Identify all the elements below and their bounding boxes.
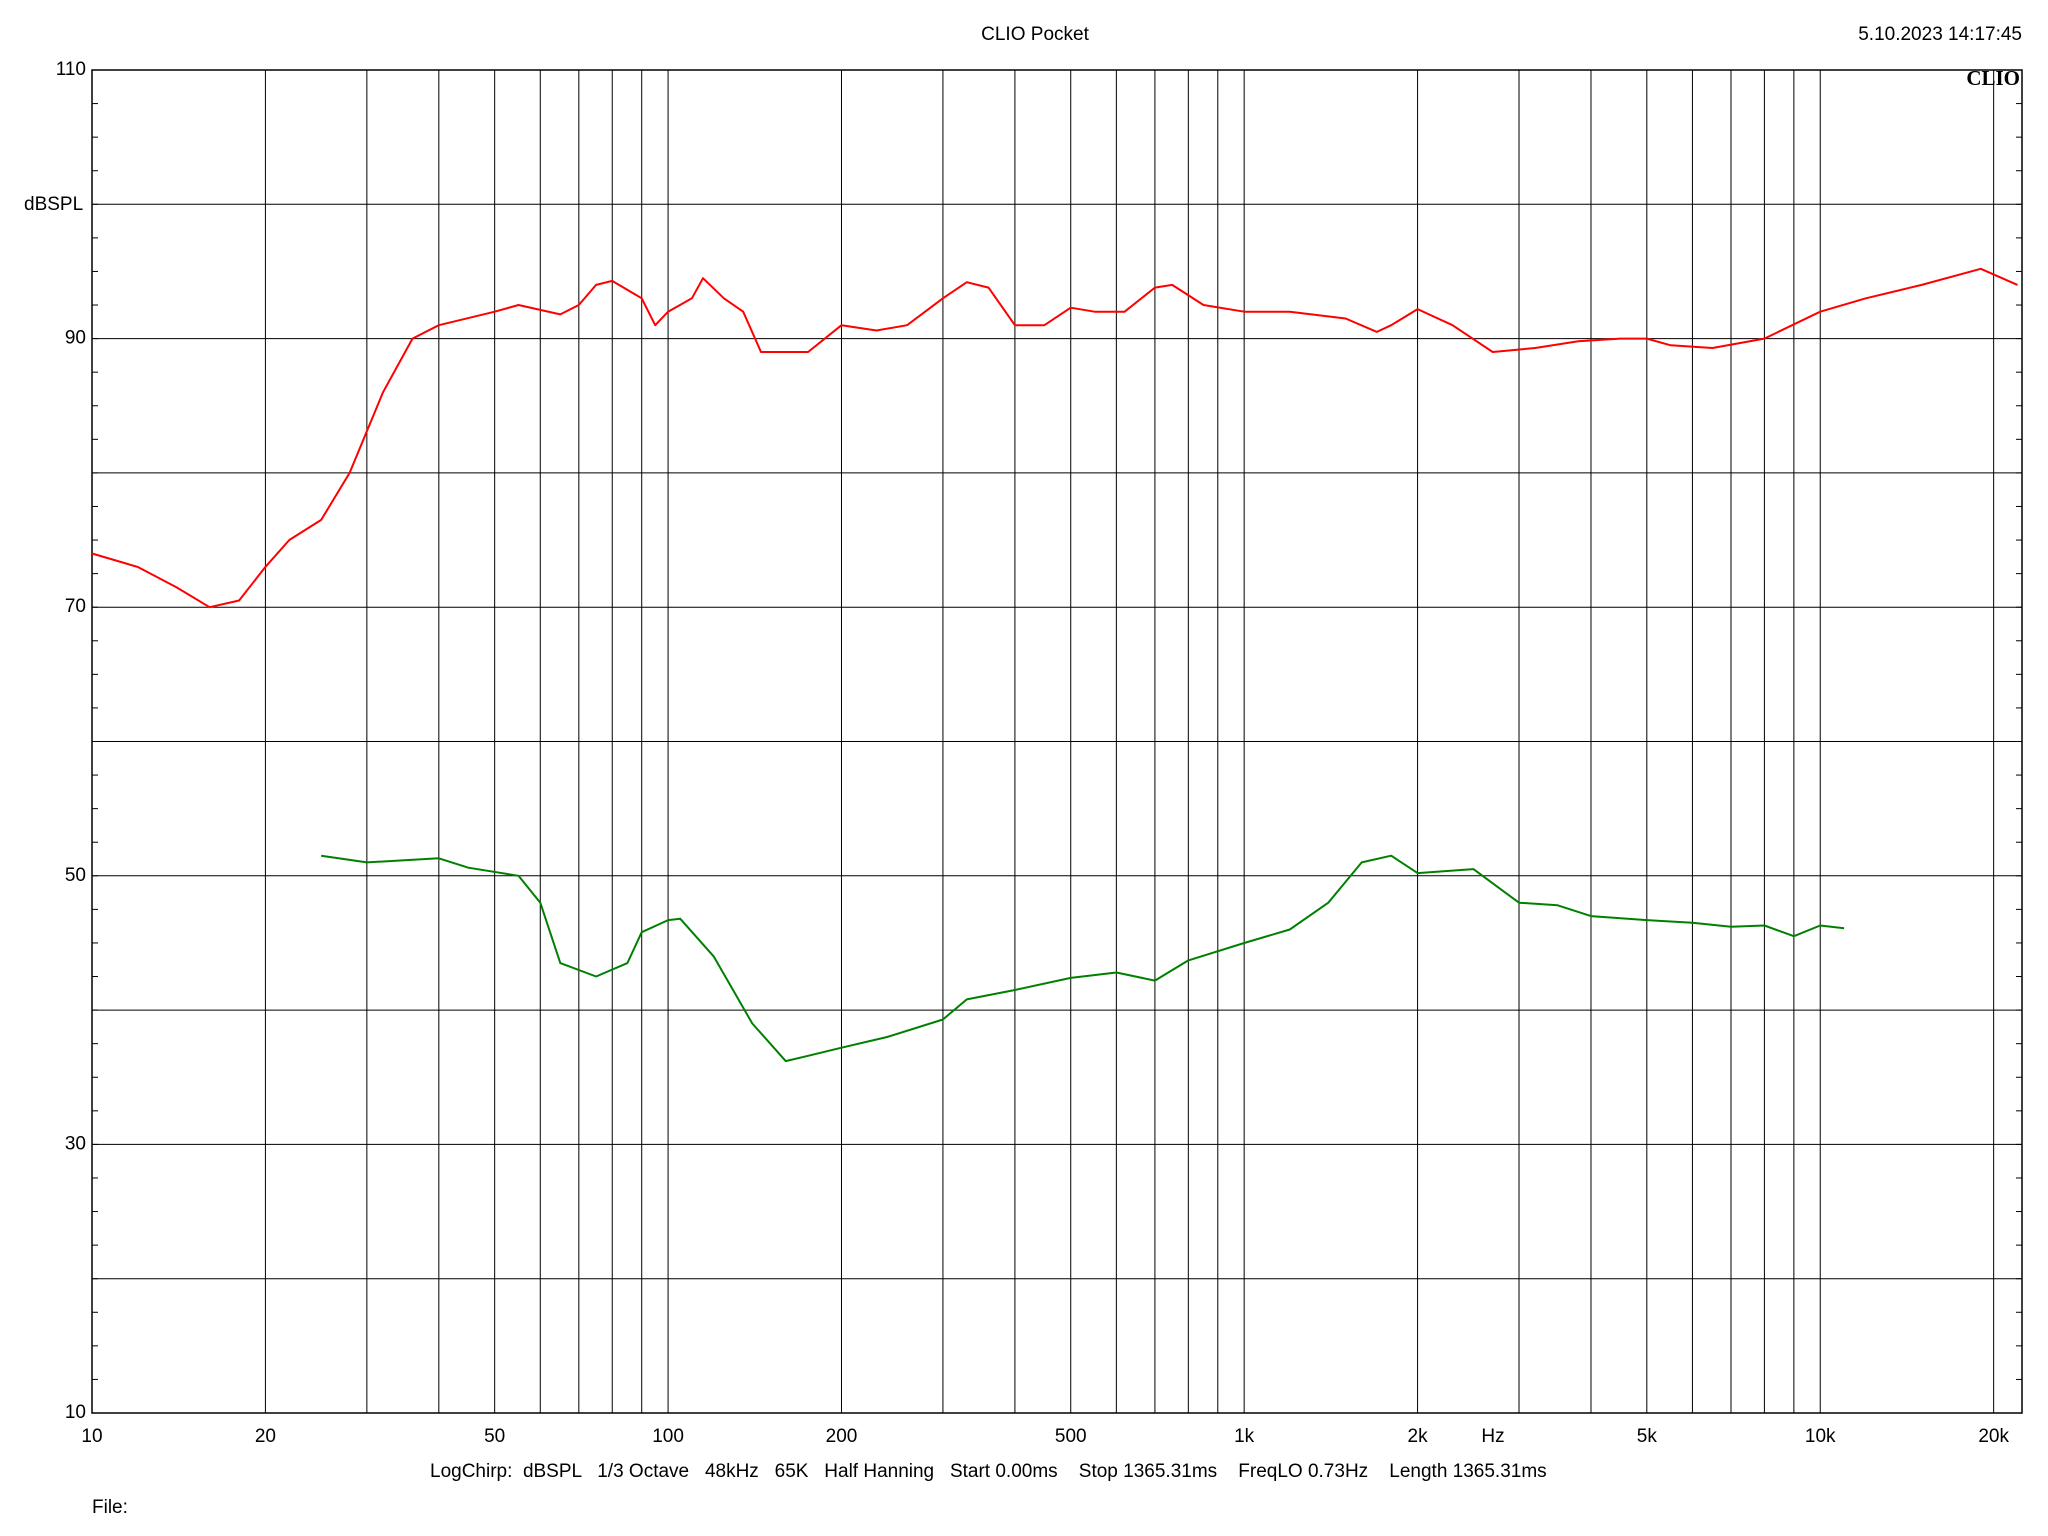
x-tick-label: 20 [255, 1426, 276, 1447]
info-line: LogChirp: dBSPL 1/3 Octave 48kHz 65K Hal… [430, 1461, 1547, 1482]
file-label: File: [92, 1497, 128, 1518]
x-tick-label: 1k [1234, 1426, 1255, 1447]
plot-frame [91, 69, 2023, 1414]
series-line [91, 267, 2018, 609]
x-tick-label: 50 [484, 1426, 505, 1447]
y-tick-label: 90 [65, 328, 86, 349]
x-tick-label: 10k [1805, 1426, 1836, 1447]
y-axis-label: dBSPL [24, 194, 83, 215]
timestamp: 5.10.2023 14:17:45 [1858, 24, 2022, 45]
x-tick-label: 200 [826, 1426, 858, 1447]
x-axis-label: Hz [1481, 1426, 1504, 1447]
x-tick-label: 100 [652, 1426, 684, 1447]
x-tick-label: 500 [1055, 1426, 1087, 1447]
y-tick-label: 30 [65, 1133, 86, 1154]
x-tick-label: 2k [1408, 1426, 1429, 1447]
y-tick-label: 50 [65, 865, 86, 886]
y-tick-label: 70 [65, 596, 86, 617]
x-tick-label: 20k [1978, 1426, 2009, 1447]
x-tick-label: 5k [1637, 1426, 1658, 1447]
series-line [321, 854, 1845, 1063]
chart-title: CLIO Pocket [981, 24, 1089, 45]
y-tick-label: 110 [56, 59, 86, 80]
x-tick-label: 10 [81, 1426, 102, 1447]
y-tick-label: 10 [65, 1402, 86, 1423]
